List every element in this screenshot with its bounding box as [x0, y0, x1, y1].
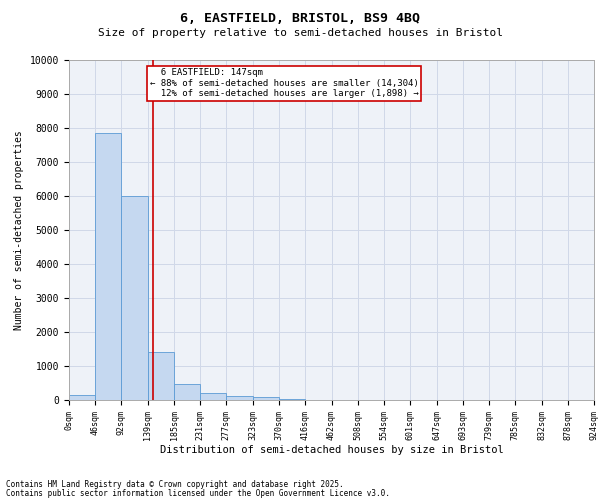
Bar [279, 398, 305, 400]
Bar [174, 384, 200, 400]
Bar [95, 133, 121, 400]
Text: 6, EASTFIELD, BRISTOL, BS9 4BQ: 6, EASTFIELD, BRISTOL, BS9 4BQ [180, 12, 420, 26]
Text: Contains public sector information licensed under the Open Government Licence v3: Contains public sector information licen… [6, 488, 390, 498]
Bar [121, 196, 148, 400]
Text: Size of property relative to semi-detached houses in Bristol: Size of property relative to semi-detach… [97, 28, 503, 38]
Text: 6 EASTFIELD: 147sqm
← 88% of semi-detached houses are smaller (14,304)
  12% of : 6 EASTFIELD: 147sqm ← 88% of semi-detach… [149, 68, 418, 98]
Bar [69, 395, 95, 400]
Bar [253, 398, 279, 400]
Y-axis label: Number of semi-detached properties: Number of semi-detached properties [14, 130, 25, 330]
X-axis label: Distribution of semi-detached houses by size in Bristol: Distribution of semi-detached houses by … [160, 446, 503, 456]
Text: Contains HM Land Registry data © Crown copyright and database right 2025.: Contains HM Land Registry data © Crown c… [6, 480, 344, 489]
Bar [226, 396, 253, 400]
Bar [200, 392, 226, 400]
Bar [148, 352, 174, 400]
